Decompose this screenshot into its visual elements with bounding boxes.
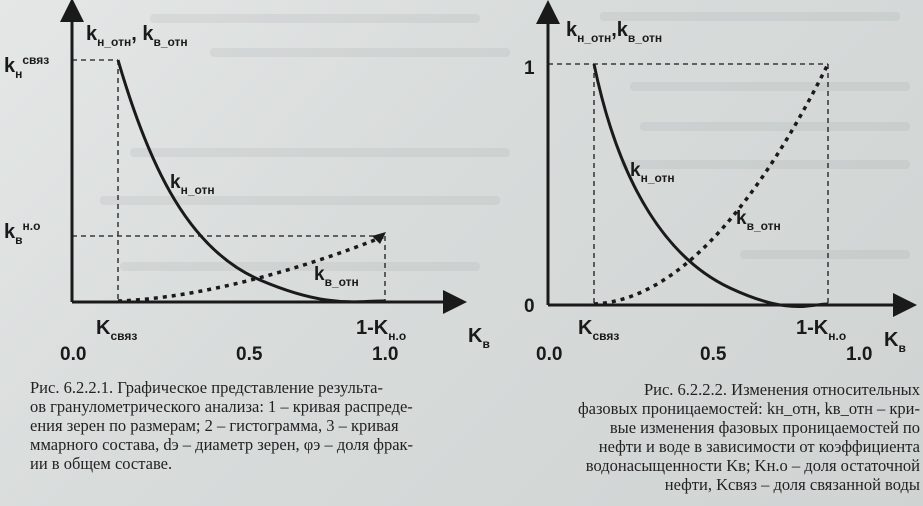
- figure2-x-axis-label: Kв: [884, 329, 906, 355]
- figure1-curve-water-label: kв_отн: [314, 264, 359, 289]
- figure2-curve-water-label: kв_отн: [736, 208, 781, 233]
- figure2-x-tick-05: 0.5: [700, 344, 727, 365]
- figure1-x-axis-label: Kв: [468, 325, 490, 351]
- figure1-y-tick-mid: kвн.о: [4, 219, 40, 247]
- figure1-curve-water: [117, 234, 386, 303]
- figure1-curve-oil: [116, 59, 386, 304]
- figure2-x-tick-1: 1.0: [846, 344, 872, 365]
- figure1-caption: Рис. 6.2.2.1. Графическое представление …: [30, 378, 505, 473]
- figure1-x-tick-0: 0.0: [60, 344, 86, 365]
- figure2-caption-line: вые изменения фазовых проницаемостей по: [609, 418, 920, 437]
- figure1-curve-oil-label: kн_отн: [170, 172, 215, 197]
- figure2-caption-line: фазовых проницаемостей: kн_отн, kв_отн –…: [577, 399, 920, 418]
- figure2-caption-line: водонасыщенности Kв; Kн.о – доля остаточ…: [585, 456, 920, 475]
- figure2-caption-line: нефти, Kсвяз – доля связанной воды: [664, 475, 920, 494]
- figure2-curve-oil: [592, 63, 829, 309]
- figure2-caption: Рис. 6.2.2.2. Изменения относительных фа…: [560, 380, 920, 494]
- figure1-caption-line: ии в общем составе.: [30, 454, 173, 473]
- figure1-y-tick-top: kнсвяз: [4, 53, 49, 81]
- figure1-y-axis-label: kн_отн, kв_отн: [86, 23, 188, 49]
- figure1-x-tick-kconn: Kсвяз: [96, 317, 137, 343]
- figure2-curve-oil-label: kн_отн: [630, 160, 675, 185]
- figure2-curve-water: [593, 63, 830, 306]
- figure2-y-tick-0: 0: [524, 296, 535, 317]
- figure1-caption-line: Рис. 6.2.2.1. Графическое представление …: [30, 378, 383, 397]
- figure2-y-axis-label: kн_отн,kв_отн: [566, 19, 662, 45]
- figure1-x-tick-05: 0.5: [236, 344, 263, 365]
- figure2-x-tick-kno: 1-Kн.о: [796, 317, 846, 343]
- figure2-caption-line: нефти и воде в зависимости от коэффициен…: [598, 437, 920, 456]
- figure1-x-tick-1: 1.0: [372, 344, 398, 365]
- figure2-x-tick-0: 0.0: [536, 344, 562, 365]
- figure1-x-tick-kno: 1-Kн.о: [356, 317, 406, 343]
- figure1-chart: kн_отн, kв_отн kнсвяз kвн.о kн_отн kв_от…: [4, 0, 490, 365]
- figure1-caption-line: ммарного состава, dэ – диаметр зерен, φэ…: [30, 435, 414, 454]
- figure2-caption-line: Рис. 6.2.2.2. Изменения относительных: [643, 380, 920, 399]
- figure2-x-tick-kconn: Kсвяз: [578, 317, 619, 343]
- figure1-caption-line: ов гранулометрического анализа: 1 – крив…: [30, 397, 413, 416]
- figure2-y-tick-1: 1: [524, 58, 535, 79]
- figure2-chart: kн_отн,kв_отн 1 0 kн_отн kв_отн Kсвяз 1-…: [524, 0, 917, 365]
- figure1-arrow-water-end: [372, 232, 386, 244]
- figure1-caption-line: ения зерен по размерам; 2 – гистограмма,…: [30, 416, 399, 435]
